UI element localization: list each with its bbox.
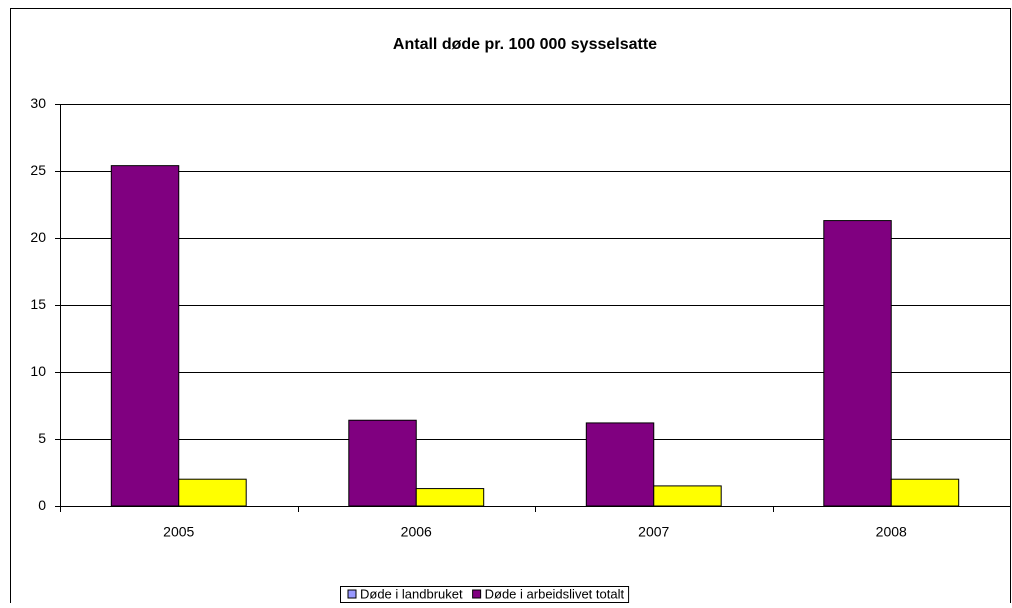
y-tick-label: 30 [30,95,46,111]
bar [585,422,655,507]
bar [415,488,485,507]
x-tick-label: 2005 [163,524,194,540]
legend-label: Døde i arbeidslivet totalt [485,586,625,601]
bar [348,419,417,507]
bar [110,165,180,507]
legend-swatch [472,589,482,599]
y-tick-label: 5 [38,430,46,446]
x-tick-label: 2006 [401,524,432,540]
chart-title: Antall døde pr. 100 000 sysselsatte [393,36,657,53]
legend-swatch [347,589,357,599]
y-tick-label: 0 [38,497,46,513]
bar [890,478,960,507]
bar [178,478,247,507]
legend-label: Døde i landbruket [360,586,463,601]
x-tick-label: 2007 [638,524,669,540]
x-tick-label: 2008 [876,524,907,540]
y-tick-label: 25 [30,162,46,178]
y-tick-label: 15 [30,296,46,312]
bar [823,220,892,507]
y-tick-label: 10 [30,363,46,379]
bar [653,485,722,507]
y-tick-label: 20 [30,229,46,245]
